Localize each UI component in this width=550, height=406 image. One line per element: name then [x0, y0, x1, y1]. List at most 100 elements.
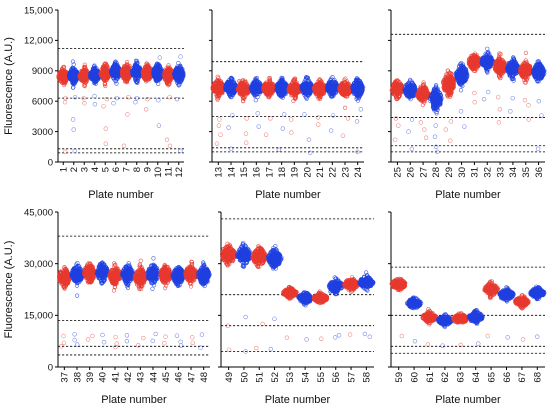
data-point [73, 72, 78, 77]
data-point [178, 63, 183, 68]
x-tick-label: 4 [90, 167, 101, 172]
outlier-point [143, 107, 149, 112]
outlier-point [288, 117, 294, 122]
data-point [295, 84, 300, 89]
y-tick-label: 6000 [32, 97, 53, 108]
outlier-point [167, 143, 173, 148]
data-point [321, 82, 326, 87]
outlier-point [92, 102, 98, 107]
outlier-point [276, 147, 282, 153]
data-point [68, 71, 73, 76]
data-point [127, 63, 132, 68]
data-point [61, 65, 66, 70]
y-tick-label: 9000 [32, 66, 53, 77]
data-point [174, 66, 179, 71]
x-tick-label: 20 [302, 167, 313, 178]
outlier-point [216, 123, 222, 128]
data-point [264, 89, 269, 94]
outlier-point [82, 101, 87, 106]
data-point [277, 82, 282, 87]
outlier-point [289, 130, 294, 135]
data-point [217, 83, 222, 88]
data-point [270, 81, 275, 86]
y-tick-label: 0 [48, 157, 53, 168]
data-point [315, 83, 320, 88]
outlier-point [63, 149, 68, 155]
data-point [180, 66, 185, 72]
data-point [289, 88, 294, 93]
plate-points-19 [286, 76, 302, 135]
plate-points-2 [66, 59, 81, 154]
outlier-point [268, 116, 273, 121]
plate-points-17 [261, 75, 277, 137]
plate-points-4 [87, 63, 102, 107]
y-tick-label: 3000 [32, 127, 53, 138]
data-point [303, 84, 308, 89]
outlier-point [92, 93, 97, 99]
data-point [99, 71, 104, 76]
outlier-point [217, 117, 222, 122]
x-tick-label: 16 [252, 167, 263, 178]
data-point [144, 68, 150, 74]
x-tick-label: 19 [290, 167, 301, 178]
data-point [231, 84, 236, 89]
data-point [214, 88, 219, 93]
data-point [254, 83, 259, 88]
x-tick-label: 12 [174, 167, 185, 178]
outlier-point [111, 101, 116, 106]
y-tick-label: 15,000 [24, 5, 53, 16]
outlier-point [125, 112, 130, 117]
plate-points-13 [210, 74, 227, 146]
data-point [142, 71, 147, 77]
outlier-point [62, 100, 68, 105]
data-point [301, 89, 307, 94]
outlier-point [255, 111, 260, 116]
data-point [156, 71, 161, 76]
outlier-point [243, 131, 249, 136]
outlier-point [244, 116, 249, 121]
x-tick-label: 1 [59, 167, 70, 172]
outlier-point [103, 141, 108, 146]
data-point [72, 80, 78, 86]
data-point [214, 84, 219, 89]
data-point [115, 67, 120, 72]
data-point [156, 65, 161, 70]
data-point [71, 85, 76, 90]
outlier-point [306, 137, 312, 142]
plate-points-9 [140, 61, 154, 112]
x-tick-label: 10 [153, 167, 164, 178]
outlier-point [156, 97, 161, 103]
data-point [83, 71, 88, 76]
y-tick-label: 12,000 [24, 36, 53, 47]
outlier-point [243, 140, 249, 145]
plate-points-12 [171, 54, 186, 154]
data-point [111, 68, 116, 73]
outlier-point [218, 132, 223, 137]
data-point [317, 88, 322, 93]
outlier-point [302, 112, 307, 117]
plate-points-8 [130, 58, 144, 105]
outlier-point [72, 94, 78, 100]
outlier-point [256, 124, 261, 129]
y-axis-title: Fluorescence (A.U.) [3, 37, 15, 135]
outlier-point [174, 96, 180, 102]
data-point [70, 79, 75, 84]
data-point [168, 71, 173, 76]
data-point [178, 71, 183, 76]
data-point [121, 70, 126, 75]
outlier-point [126, 94, 131, 100]
outlier-point [156, 123, 162, 128]
data-point [84, 76, 89, 82]
outlier-point [133, 100, 138, 105]
data-point [225, 87, 230, 92]
plate-points-16 [248, 75, 264, 129]
outlier-point [121, 143, 127, 148]
plate-points-10 [151, 55, 165, 128]
plate-points-5 [98, 61, 112, 146]
plate-points-3 [77, 62, 92, 106]
x-tick-label: 18 [277, 167, 288, 178]
data-point [60, 80, 65, 85]
data-point [237, 78, 242, 84]
outlier-point [72, 148, 78, 154]
